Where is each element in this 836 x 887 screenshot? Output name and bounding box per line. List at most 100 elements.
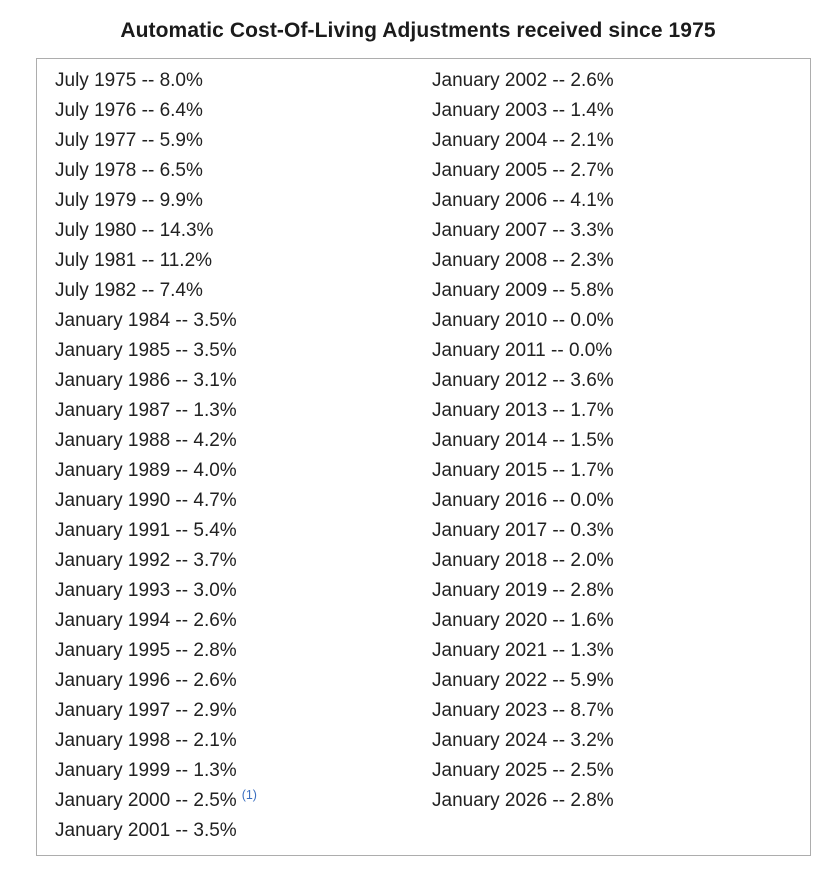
cola-entry-date: January 2003 — [432, 100, 548, 121]
cola-entry-separator: -- — [170, 520, 194, 541]
cola-entry-date: January 1987 — [55, 400, 171, 421]
cola-entry-value: 3.6% — [570, 370, 614, 391]
footnote-superscript: (1) — [237, 786, 257, 803]
cola-entry-separator: -- — [547, 550, 571, 571]
cola-entry: January 2015 -- 1.7% — [432, 456, 792, 486]
cola-entry: January 2017 -- 0.3% — [432, 516, 792, 546]
cola-entry-date: January 1996 — [55, 670, 171, 691]
cola-entry-value: 1.4% — [570, 100, 614, 121]
cola-entry-value: 14.3% — [159, 220, 214, 241]
cola-entry: January 1989 -- 4.0% — [55, 456, 432, 486]
cola-entry-date: January 2001 — [55, 820, 171, 841]
cola-entry-date: January 2014 — [432, 430, 548, 451]
cola-entry: January 1995 -- 2.8% — [55, 636, 432, 666]
cola-entry-separator: -- — [547, 400, 571, 421]
cola-entry: January 1994 -- 2.6% — [55, 606, 432, 636]
cola-entry-date: January 2024 — [432, 730, 548, 751]
cola-entry-date: January 1991 — [55, 520, 171, 541]
cola-entry-separator: -- — [547, 790, 571, 811]
cola-entry-separator: -- — [170, 790, 194, 811]
page-title: Automatic Cost-Of-Living Adjustments rec… — [120, 19, 716, 42]
cola-entry-date: July 1975 — [55, 70, 137, 91]
cola-entry-value: 2.7% — [570, 160, 614, 181]
cola-entry: January 2026 -- 2.8% — [432, 786, 792, 816]
cola-entry: January 2001 -- 3.5% — [55, 816, 432, 846]
cola-entry-value: 4.2% — [193, 430, 237, 451]
footnote-link[interactable]: (1) — [241, 787, 257, 802]
cola-entry-separator: -- — [547, 160, 571, 181]
cola-entry: January 1988 -- 4.2% — [55, 426, 432, 456]
cola-entry-date: January 2015 — [432, 460, 548, 481]
cola-entry-date: January 2013 — [432, 400, 548, 421]
cola-entry-separator: -- — [547, 250, 571, 271]
cola-entry-separator: -- — [170, 340, 194, 361]
cola-entry-separator: -- — [547, 220, 571, 241]
cola-entry-separator: -- — [547, 70, 571, 91]
cola-column-right: January 2002 -- 2.6% January 2003 -- 1.4%… — [432, 66, 792, 816]
cola-entry: January 2014 -- 1.5% — [432, 426, 792, 456]
cola-entry: January 2024 -- 3.2% — [432, 726, 792, 756]
cola-entry-value: 2.1% — [193, 730, 237, 751]
cola-entry-date: January 2009 — [432, 280, 548, 301]
cola-entry: January 2019 -- 2.8% — [432, 576, 792, 606]
cola-entry: July 1980 -- 14.3% — [55, 216, 432, 246]
cola-entry-value: 3.5% — [193, 340, 237, 361]
cola-entry-separator: -- — [170, 730, 194, 751]
cola-entry-value: 2.8% — [570, 790, 614, 811]
cola-entry: July 1982 -- 7.4% — [55, 276, 432, 306]
cola-entry-date: January 2023 — [432, 700, 548, 721]
cola-entry-date: July 1976 — [55, 100, 137, 121]
cola-entry-separator: -- — [547, 520, 571, 541]
cola-entry-date: July 1977 — [55, 130, 137, 151]
cola-entry-separator: -- — [547, 100, 571, 121]
cola-entry-date: January 1989 — [55, 460, 171, 481]
cola-entry-separator: -- — [170, 430, 194, 451]
cola-entry-value: 9.9% — [159, 190, 203, 211]
cola-entry-value: 2.0% — [570, 550, 614, 571]
cola-entry-separator: -- — [170, 640, 194, 661]
cola-entry: January 1996 -- 2.6% — [55, 666, 432, 696]
cola-entry-separator: -- — [547, 430, 571, 451]
cola-entry-separator: -- — [170, 370, 194, 391]
cola-entry-value: 1.7% — [570, 400, 614, 421]
cola-entry-value: 2.5% — [193, 790, 237, 811]
cola-entry-value: 2.6% — [570, 70, 614, 91]
cola-entry-date: January 1995 — [55, 640, 171, 661]
cola-entry-date: January 2007 — [432, 220, 548, 241]
cola-entry-date: January 2005 — [432, 160, 548, 181]
cola-entry-value: 7.4% — [159, 280, 203, 301]
cola-entry-date: January 1990 — [55, 490, 171, 511]
cola-entry-separator: -- — [547, 670, 571, 691]
cola-entry-date: January 2002 — [432, 70, 548, 91]
cola-entry-value: 4.7% — [193, 490, 237, 511]
cola-entry-date: January 2025 — [432, 760, 548, 781]
cola-entry-date: July 1980 — [55, 220, 137, 241]
cola-entry-value: 3.1% — [193, 370, 237, 391]
cola-entry-separator: -- — [136, 100, 160, 121]
cola-entry-value: 6.4% — [159, 100, 203, 121]
cola-entry-separator: -- — [547, 580, 571, 601]
cola-entry-date: January 2016 — [432, 490, 548, 511]
cola-entry: January 1991 -- 5.4% — [55, 516, 432, 546]
cola-entry: July 1981 -- 11.2% — [55, 246, 432, 276]
cola-entry-value: 1.3% — [193, 400, 237, 421]
cola-box: July 1975 -- 8.0% July 1976 -- 6.4% July 1… — [36, 58, 811, 856]
cola-entry: July 1979 -- 9.9% — [55, 186, 432, 216]
cola-entry-date: January 1999 — [55, 760, 171, 781]
cola-entry: January 2020 -- 1.6% — [432, 606, 792, 636]
cola-entry-date: January 1994 — [55, 610, 171, 631]
cola-entry-value: 1.3% — [193, 760, 237, 781]
cola-entry: January 2004 -- 2.1% — [432, 126, 792, 156]
cola-entry: January 1999 -- 1.3% — [55, 756, 432, 786]
cola-entry: July 1977 -- 5.9% — [55, 126, 432, 156]
cola-entry: July 1976 -- 6.4% — [55, 96, 432, 126]
cola-entry: July 1978 -- 6.5% — [55, 156, 432, 186]
cola-entry-value: 3.7% — [193, 550, 237, 571]
cola-entry-value: 5.8% — [570, 280, 614, 301]
cola-entry-separator: -- — [547, 310, 571, 331]
cola-entry: January 1992 -- 3.7% — [55, 546, 432, 576]
cola-entry-value: 1.7% — [570, 460, 614, 481]
cola-column-left: July 1975 -- 8.0% July 1976 -- 6.4% July 1… — [55, 66, 432, 846]
cola-entry-separator: -- — [136, 220, 160, 241]
cola-entry: January 2013 -- 1.7% — [432, 396, 792, 426]
